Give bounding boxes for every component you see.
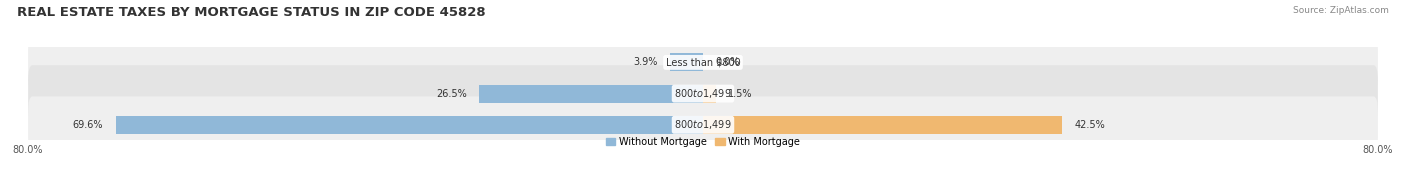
Bar <box>115 116 703 134</box>
Text: 3.9%: 3.9% <box>633 57 658 67</box>
Text: Source: ZipAtlas.com: Source: ZipAtlas.com <box>1294 6 1389 15</box>
Text: 42.5%: 42.5% <box>1074 120 1105 130</box>
FancyBboxPatch shape <box>28 34 1378 91</box>
Text: $800 to $1,499: $800 to $1,499 <box>675 118 731 131</box>
Text: 0.0%: 0.0% <box>716 57 740 67</box>
Text: $800 to $1,499: $800 to $1,499 <box>675 87 731 100</box>
Bar <box>703 116 1062 134</box>
FancyBboxPatch shape <box>28 96 1378 153</box>
Text: REAL ESTATE TAXES BY MORTGAGE STATUS IN ZIP CODE 45828: REAL ESTATE TAXES BY MORTGAGE STATUS IN … <box>17 6 485 19</box>
Bar <box>479 85 703 103</box>
Text: 69.6%: 69.6% <box>73 120 103 130</box>
Bar <box>671 53 703 71</box>
Bar <box>703 85 716 103</box>
Legend: Without Mortgage, With Mortgage: Without Mortgage, With Mortgage <box>606 137 800 147</box>
Text: 26.5%: 26.5% <box>436 89 467 99</box>
Text: Less than $800: Less than $800 <box>665 57 741 67</box>
Text: 1.5%: 1.5% <box>728 89 752 99</box>
FancyBboxPatch shape <box>28 65 1378 122</box>
